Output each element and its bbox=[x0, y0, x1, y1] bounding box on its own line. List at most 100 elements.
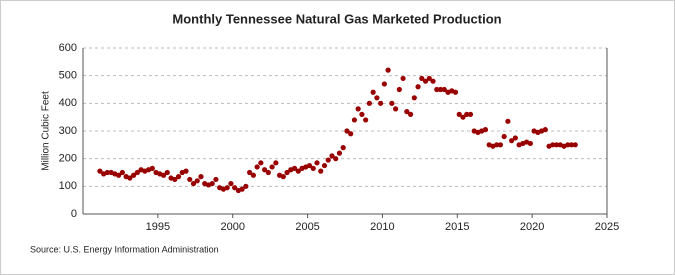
data-point bbox=[198, 174, 204, 180]
data-point bbox=[172, 176, 178, 183]
data-point bbox=[247, 169, 253, 176]
data-point bbox=[318, 168, 324, 174]
data-point bbox=[396, 86, 402, 93]
data-point bbox=[385, 67, 391, 73]
data-point bbox=[422, 78, 429, 84]
data-point bbox=[407, 111, 414, 117]
data-point bbox=[243, 183, 249, 189]
data-point bbox=[460, 114, 466, 120]
data-point bbox=[482, 127, 489, 133]
data-point bbox=[280, 174, 286, 180]
y-tick-label: 400 bbox=[59, 97, 77, 109]
source: Source: U.S. Energy Information Administ… bbox=[30, 244, 219, 254]
x-tick-label: 1995 bbox=[146, 221, 170, 233]
data-point bbox=[224, 185, 230, 191]
data-point bbox=[366, 100, 373, 106]
x-tick-label: 2005 bbox=[295, 221, 319, 233]
data-point bbox=[550, 142, 556, 148]
data-point bbox=[190, 180, 197, 187]
y-tick-label: 500 bbox=[59, 70, 77, 82]
chart-title: Monthly Tennessee Natural Gas Marketed P… bbox=[172, 11, 501, 26]
data-point bbox=[400, 75, 406, 82]
data-point bbox=[325, 157, 331, 163]
data-point bbox=[187, 176, 193, 183]
data-point bbox=[542, 127, 548, 133]
data-point bbox=[426, 75, 432, 82]
data-point bbox=[284, 169, 290, 176]
data-point bbox=[340, 145, 346, 151]
data-point bbox=[434, 86, 440, 93]
y-tick-label: 0 bbox=[71, 208, 77, 220]
data-point bbox=[572, 142, 578, 148]
data-point bbox=[415, 84, 421, 90]
x-tick-label: 2015 bbox=[445, 221, 469, 233]
data-point bbox=[404, 109, 410, 115]
y-tick-label: 300 bbox=[59, 125, 77, 137]
data-point bbox=[310, 165, 316, 171]
data-point bbox=[456, 111, 462, 117]
data-point bbox=[509, 138, 515, 144]
data-point bbox=[149, 165, 155, 171]
data-point bbox=[419, 75, 425, 82]
data-point bbox=[565, 142, 571, 148]
data-point bbox=[441, 86, 447, 93]
data-point bbox=[269, 164, 275, 170]
data-point bbox=[134, 169, 140, 176]
data-point bbox=[437, 86, 444, 93]
data-point bbox=[175, 174, 182, 180]
data-point bbox=[273, 160, 279, 166]
data-point bbox=[116, 172, 122, 178]
data-point bbox=[505, 118, 511, 124]
data-point bbox=[265, 169, 271, 176]
data-point bbox=[512, 135, 518, 141]
data-point bbox=[295, 168, 301, 174]
data-point bbox=[254, 164, 260, 170]
data-point bbox=[501, 133, 507, 140]
y-tick-label: 200 bbox=[59, 153, 77, 165]
data-point bbox=[553, 142, 560, 148]
data-point bbox=[97, 168, 103, 174]
data-point bbox=[209, 180, 215, 187]
data-point bbox=[568, 142, 575, 148]
data-point bbox=[497, 142, 504, 148]
data-point bbox=[194, 178, 200, 184]
data-point bbox=[306, 162, 313, 169]
data-point bbox=[228, 180, 234, 187]
data-point bbox=[291, 165, 298, 171]
data-point bbox=[359, 111, 365, 117]
data-point bbox=[467, 111, 474, 117]
y-tick-label: 100 bbox=[59, 180, 77, 192]
data-point bbox=[393, 106, 399, 112]
data-point bbox=[183, 168, 189, 174]
data-point bbox=[363, 117, 369, 123]
data-point bbox=[344, 128, 350, 134]
data-point bbox=[452, 89, 459, 95]
data-point bbox=[164, 169, 170, 176]
data-point bbox=[131, 172, 137, 178]
data-point bbox=[370, 89, 376, 95]
data-point bbox=[333, 156, 339, 162]
y-tick-label: 600 bbox=[59, 42, 77, 54]
data-point bbox=[127, 175, 133, 181]
data-point bbox=[250, 172, 256, 178]
data-point bbox=[258, 160, 264, 166]
x-tick-label: 2000 bbox=[220, 221, 244, 233]
data-point bbox=[262, 167, 268, 173]
data-point bbox=[378, 100, 384, 106]
data-point bbox=[374, 95, 380, 101]
data-point bbox=[464, 111, 470, 117]
data-point bbox=[329, 153, 335, 159]
data-point bbox=[527, 140, 533, 147]
data-point bbox=[494, 142, 500, 148]
data-point bbox=[355, 106, 361, 112]
data-point bbox=[411, 95, 417, 101]
x-tick-label: 2020 bbox=[520, 221, 544, 233]
data-point bbox=[381, 81, 387, 87]
data-point bbox=[389, 100, 395, 106]
data-point bbox=[351, 117, 358, 123]
y-axis-label: Million Cubic Feet bbox=[41, 91, 52, 171]
data-point bbox=[430, 78, 436, 84]
data-point bbox=[348, 131, 354, 137]
